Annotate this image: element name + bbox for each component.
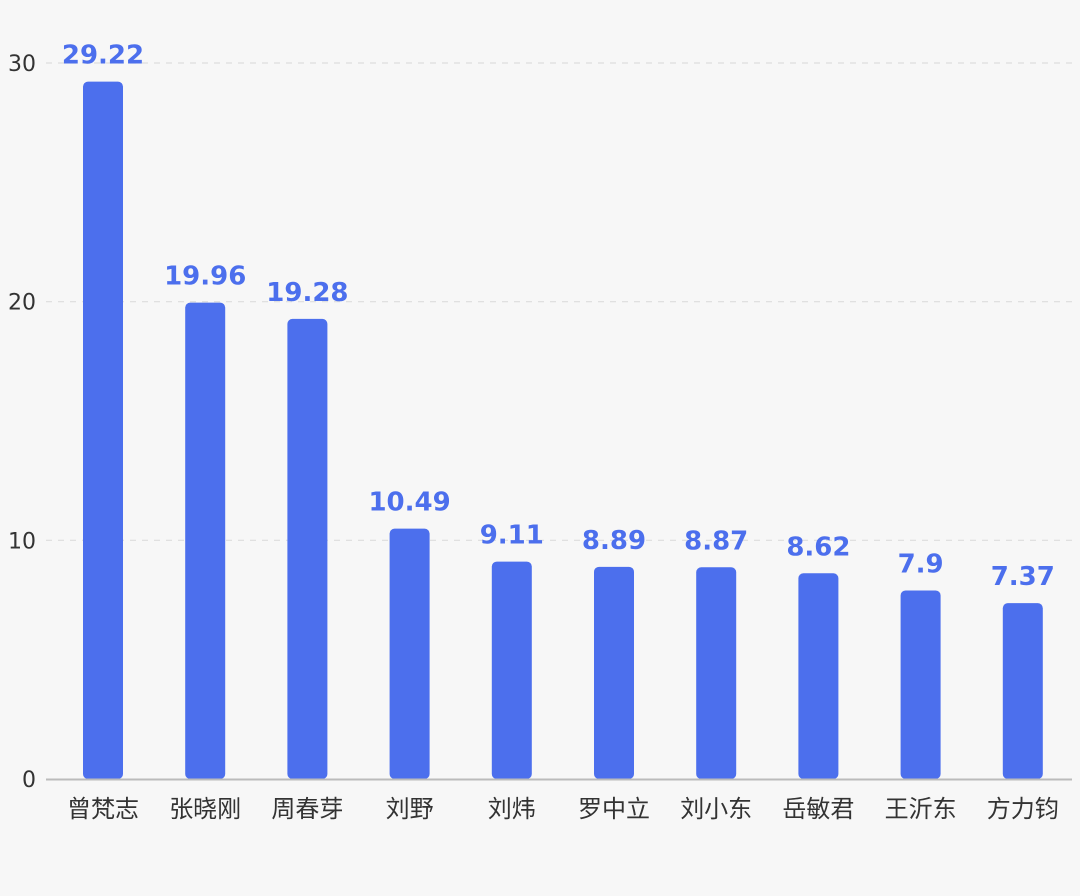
bar-value-label: 9.11 — [480, 521, 544, 551]
y-tick-label: 30 — [8, 52, 36, 77]
y-tick-label: 20 — [8, 291, 36, 316]
bar-value-label: 8.87 — [684, 526, 748, 556]
bar-value-label: 7.9 — [898, 549, 944, 579]
bar-value-label: 19.28 — [266, 278, 348, 308]
bar-value-label: 7.37 — [991, 562, 1055, 592]
bar — [389, 528, 430, 779]
y-tick-label: 0 — [22, 768, 36, 793]
bar — [798, 573, 839, 779]
bar — [491, 561, 532, 779]
x-category-label: 岳敏君 — [782, 795, 854, 823]
x-category-label: 刘野 — [386, 795, 434, 823]
x-category-label: 曾梵志 — [67, 795, 139, 823]
x-category-label: 刘小东 — [680, 795, 752, 823]
y-tick-label: 10 — [8, 529, 36, 554]
bars — [83, 81, 1043, 780]
bar-value-label: 10.49 — [368, 488, 450, 518]
x-category-label: 周春芽 — [271, 795, 343, 823]
x-category-label: 张晓刚 — [169, 795, 241, 823]
bar — [696, 567, 737, 779]
value-labels: 29.22 19.96 19.28 10.49 9.11 8.89 8.87 8.62 7.9 7… — [62, 41, 1055, 592]
bar — [287, 318, 328, 779]
bar — [185, 302, 226, 779]
bar-value-label: 19.96 — [164, 262, 246, 292]
x-category-label: 方力钧 — [987, 795, 1059, 823]
bar — [594, 566, 634, 779]
bar-value-label: 8.62 — [786, 532, 850, 562]
x-category-label: 刘炜 — [488, 795, 536, 823]
bar — [83, 81, 123, 780]
y-axis: 0 10 20 30 — [8, 52, 36, 793]
x-axis: 曾梵志 张晓刚 周春芽 刘野 刘炜 罗中立 刘小东 岳敏君 王沂东 方力钧 — [46, 778, 1072, 823]
bar — [900, 590, 941, 779]
x-category-label: 王沂东 — [885, 795, 957, 823]
bar-value-label: 8.89 — [582, 526, 646, 556]
bar-value-label: 29.22 — [62, 41, 144, 71]
x-category-label: 罗中立 — [578, 795, 650, 823]
bar — [1002, 603, 1043, 779]
